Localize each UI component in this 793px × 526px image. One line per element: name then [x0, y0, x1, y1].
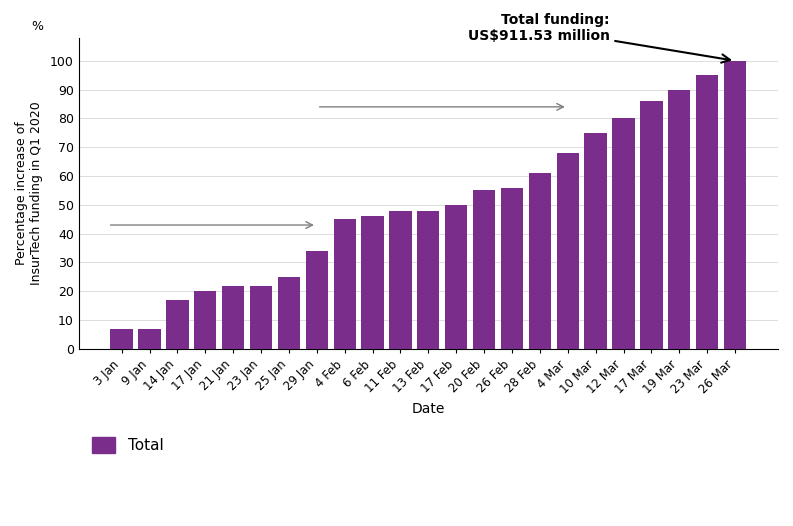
Bar	[194, 291, 216, 349]
Bar	[501, 188, 523, 349]
Bar	[668, 89, 691, 349]
Bar	[222, 286, 244, 349]
Y-axis label: Percentage increase of
InsurTech funding in Q1 2020: Percentage increase of InsurTech funding…	[15, 102, 43, 285]
Bar	[167, 300, 189, 349]
Bar	[696, 75, 718, 349]
Bar	[278, 277, 300, 349]
Bar	[138, 329, 161, 349]
Bar	[529, 173, 551, 349]
Bar	[389, 210, 412, 349]
Bar	[724, 61, 746, 349]
Bar	[584, 133, 607, 349]
Bar	[250, 286, 272, 349]
Bar	[612, 118, 634, 349]
Bar	[417, 210, 439, 349]
Bar	[305, 251, 328, 349]
Bar	[362, 216, 384, 349]
Bar	[640, 101, 663, 349]
Text: %: %	[31, 20, 43, 33]
X-axis label: Date: Date	[412, 402, 445, 416]
Text: Total funding:
US$911.53 million: Total funding: US$911.53 million	[468, 13, 730, 63]
Legend: Total: Total	[86, 431, 170, 460]
Bar	[334, 219, 356, 349]
Bar	[473, 190, 496, 349]
Bar	[110, 329, 132, 349]
Bar	[445, 205, 467, 349]
Bar	[557, 153, 579, 349]
